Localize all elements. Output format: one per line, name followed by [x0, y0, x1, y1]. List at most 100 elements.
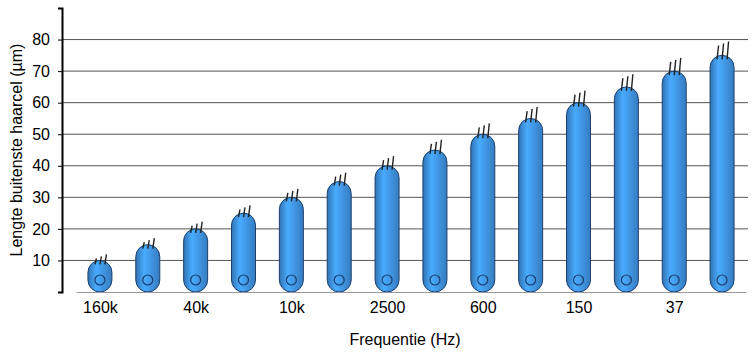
grid — [62, 40, 748, 261]
bar-group — [136, 238, 160, 292]
bar — [423, 150, 447, 292]
grid-line — [62, 39, 748, 40]
bar — [662, 71, 686, 292]
hair-bundle — [296, 189, 298, 201]
y-tick-mark — [58, 40, 62, 41]
x-tick-label: 10k — [279, 299, 306, 316]
bar-group — [423, 140, 447, 292]
grid-line — [62, 228, 748, 229]
grid-line — [62, 165, 748, 166]
hair-bundle — [153, 238, 155, 249]
hair-bundle — [722, 44, 724, 60]
x-tick: 2500 — [370, 292, 406, 316]
nucleus — [669, 275, 679, 285]
hair-bundle — [574, 95, 576, 107]
bar — [232, 213, 256, 292]
hair-bundle — [148, 240, 150, 249]
hair-bundle — [244, 207, 246, 217]
y-axis: 1020304050607080 — [32, 9, 62, 293]
bar — [88, 260, 112, 292]
bar-group — [279, 189, 303, 292]
y-tick-mark — [58, 260, 62, 261]
hair-bundle — [478, 127, 480, 138]
y-tick-label: 20 — [32, 221, 50, 238]
y-tick-label: 30 — [32, 189, 50, 206]
hair-bundle — [631, 74, 633, 91]
x-tick-label: 40k — [183, 299, 210, 316]
y-tick: 60 — [32, 94, 62, 111]
hair-bundle — [674, 60, 676, 75]
hair-bundle — [382, 160, 384, 170]
hair-bundle — [339, 175, 341, 186]
nucleus — [334, 275, 344, 285]
bar — [471, 134, 495, 292]
hair-bundle — [95, 258, 97, 264]
hair-bundle — [201, 222, 203, 233]
x-axis: 160k40k10k250060015037 — [77, 292, 747, 316]
y-tick-label: 60 — [32, 94, 50, 111]
grid-line — [62, 71, 748, 72]
hair-bundle — [435, 142, 437, 154]
y-tick: 40 — [32, 157, 62, 174]
nucleus — [382, 275, 392, 285]
x-axis-title: Frequentie (Hz) — [349, 331, 460, 348]
bar-group — [88, 254, 112, 292]
hair-bundle — [440, 140, 442, 154]
bar-group — [710, 42, 734, 292]
y-tick-mark — [58, 197, 62, 198]
hair-bundle — [100, 256, 102, 264]
bar — [710, 55, 734, 292]
y-tick: 20 — [32, 221, 62, 238]
nucleus — [286, 275, 296, 285]
y-tick: 30 — [32, 189, 62, 206]
hair-bundle — [196, 224, 198, 233]
bar — [136, 245, 160, 292]
bar — [327, 182, 351, 292]
x-tick: 37 — [666, 292, 684, 316]
bar — [614, 87, 638, 292]
nucleus — [239, 275, 249, 285]
hair-bundle — [387, 158, 389, 170]
hair-bundle — [334, 177, 336, 186]
hair-bundle — [584, 91, 586, 107]
x-tick: 40k — [183, 292, 210, 316]
x-axis-line — [77, 292, 747, 293]
bar-group — [567, 91, 591, 292]
y-tick-label: 40 — [32, 157, 50, 174]
y-axis-title: Lengte buitenste haarcel (µm) — [8, 44, 25, 257]
bar-group — [662, 58, 686, 292]
grid-line — [62, 134, 748, 135]
y-tick-mark — [58, 229, 62, 230]
bar-group — [375, 156, 399, 292]
x-tick-label: 37 — [666, 299, 684, 316]
hair-bundle — [727, 42, 729, 60]
hair-bundle — [483, 125, 485, 138]
bar-group — [232, 205, 256, 292]
nucleus — [95, 275, 105, 285]
x-tick: 160k — [83, 292, 119, 316]
y-axis-line — [58, 9, 63, 293]
x-tick-label: 2500 — [370, 299, 406, 316]
hair-bundle — [249, 205, 251, 217]
x-tick-label: 160k — [83, 299, 119, 316]
y-tick-label: 50 — [32, 126, 50, 143]
bar-group — [519, 107, 543, 292]
hair-bundle — [621, 78, 623, 91]
y-tick-mark — [58, 71, 62, 72]
hair-bundle — [717, 46, 719, 60]
hair-bundle — [531, 109, 533, 122]
bar-group — [327, 173, 351, 292]
bar — [279, 197, 303, 292]
x-tick: 150 — [566, 292, 593, 316]
hair-bundle — [392, 156, 394, 170]
hair-bundle — [191, 226, 193, 233]
nucleus — [574, 275, 584, 285]
y-tick: 50 — [32, 126, 62, 143]
bar-group — [184, 222, 208, 292]
hair-bundle — [239, 209, 241, 217]
hair-bundle — [143, 242, 145, 249]
y-tick-mark — [58, 166, 62, 167]
hair-bundle — [579, 93, 581, 107]
y-tick-label: 70 — [32, 63, 50, 80]
y-tick-mark — [58, 103, 62, 104]
